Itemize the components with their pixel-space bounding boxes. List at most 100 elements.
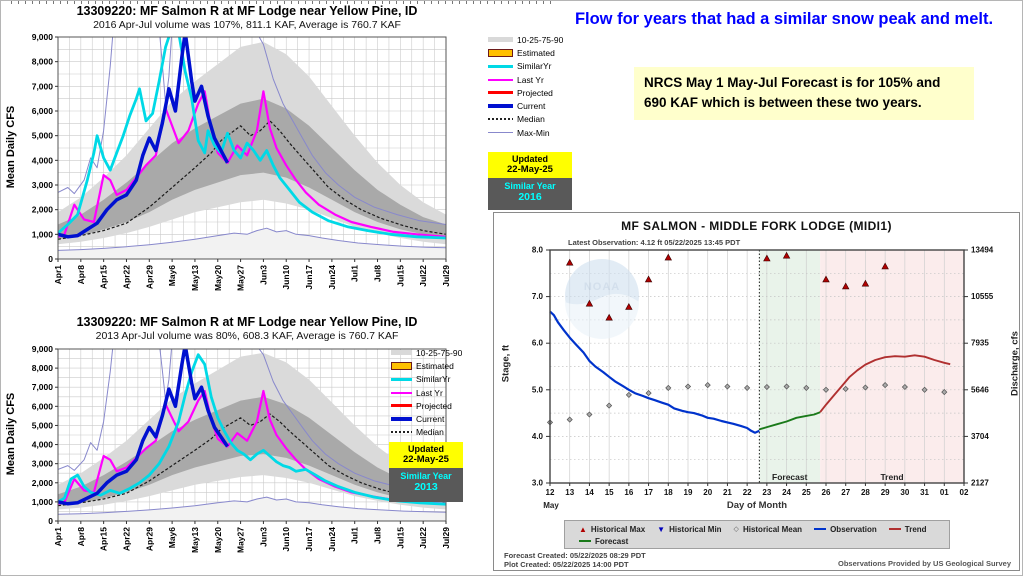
historical-mean-marker (822, 386, 830, 393)
y-tick-label: 4,000 (32, 155, 54, 165)
legend-label: Observation (830, 524, 877, 534)
y-tick-label: 3,000 (32, 459, 54, 469)
day-tick-label: 01 (940, 488, 949, 497)
x-tick-label: Jul29 (441, 527, 451, 549)
x-tick-label: May13 (190, 527, 200, 553)
legend-label: Historical Min (669, 524, 722, 534)
day-tick-label: 25 (802, 488, 811, 497)
forecast-line (759, 411, 821, 431)
updated-label: Updated (512, 154, 548, 164)
legend-item-projected: Projected (488, 86, 563, 99)
flow-chart-2016-title: 13309220: MF Salmon R at MF Lodge near Y… (76, 4, 418, 18)
day-tick-label: 22 (743, 488, 752, 497)
x-tick-label: Jul8 (373, 265, 383, 282)
historical-mean-marker (921, 386, 928, 393)
x-tick-label: Jul22 (418, 265, 428, 287)
day-tick-label: 13 (565, 488, 574, 497)
similar-year-value: 2013 (414, 481, 438, 493)
stage-tick-label: 3.0 (532, 479, 544, 488)
historical-mean-marker (586, 411, 593, 418)
discharge-tick-label: 3704 (971, 432, 989, 441)
median-swatch (391, 431, 412, 434)
noaa-logo-watermark: NOAA (565, 259, 639, 339)
legend-item-estimated: Estimated (488, 46, 563, 59)
plot-area (58, 349, 446, 521)
legend-label: Last Yr (416, 387, 443, 398)
historical-mean-marker (901, 383, 908, 391)
historical-max-marker (664, 253, 672, 261)
x-tick-label: May6 (167, 265, 177, 287)
series-similaryr (58, 37, 446, 240)
legend-item-median: Median (391, 426, 462, 439)
legend-item-similaryr: SimilarYr (488, 60, 563, 73)
series-current (58, 37, 230, 239)
legend-item-forecast: Forecast (579, 535, 628, 547)
last-yr-swatch (488, 78, 513, 81)
historical-max-marker (644, 275, 653, 283)
flow-chart-2016-subtitle: 2016 Apr-Jul volume was 107%, 811.1 KAF,… (93, 19, 401, 31)
historical-mean-marker (566, 416, 573, 423)
historical-mean-marker (684, 383, 692, 390)
x-tick-label: May20 (213, 265, 223, 291)
historical-max-marker (881, 262, 889, 270)
legend-item-similaryr: SimilarYr (391, 373, 462, 386)
historical-max-marker: ▲ (579, 524, 587, 534)
legend-label: Median (517, 114, 545, 125)
day-tick-label: 21 (723, 488, 732, 497)
historical-mean-marker (625, 391, 632, 398)
last-yr-swatch (391, 391, 412, 394)
region-label-forecast: Forecast (772, 472, 808, 482)
legend-item-observation: Observation (814, 523, 877, 535)
historical-mean-marker (763, 383, 770, 391)
similar-year-value: 2016 (518, 191, 542, 203)
day-tick-label: 28 (861, 488, 870, 497)
y-tick-label: 1,000 (32, 229, 54, 239)
historical-mean-marker (704, 382, 711, 389)
legend-item-historical-max: ▲ Historical Max (579, 523, 645, 535)
trend-marker (888, 528, 901, 530)
x-tick-label: Jul8 (373, 527, 383, 544)
discharge-axis-label: Discharge, cfs (1009, 331, 1021, 396)
river-gauge-panel: MF SALMON - MIDDLE FORK LODGE (MIDI1) La… (493, 212, 1021, 571)
legend-label: SimilarYr (517, 61, 552, 72)
day-tick-label: 24 (782, 488, 791, 497)
historical-mean-marker (645, 390, 652, 397)
stage-tick-label: 5.0 (532, 385, 544, 394)
forecast-region (759, 250, 821, 483)
legend-label: Last Yr (517, 74, 544, 85)
x-tick-label: Jun3 (258, 265, 268, 285)
x-tick-label: Apr1 (53, 265, 63, 285)
stage-tick-label: 4.0 (532, 432, 544, 441)
x-tick-label: Apr15 (99, 265, 109, 289)
x-tick-label: Apr8 (76, 265, 86, 285)
projected-swatch (488, 91, 513, 95)
y-tick-label: 4,000 (32, 440, 54, 450)
flow-chart-2013-subtitle: 2013 Apr-Jul volume was 80%, 608.3 KAF, … (95, 330, 399, 342)
x-tick-label: Apr22 (121, 527, 131, 551)
series-current (58, 349, 229, 506)
provider-text: Observations Provided by US Geological S… (838, 559, 1011, 568)
band-25-75 (58, 98, 446, 240)
x-tick-label: Jun24 (327, 527, 337, 552)
legend-label: Forecast (595, 536, 629, 546)
legend-label: Max-Min (517, 127, 550, 138)
legend-label: Estimated (517, 47, 555, 58)
current-swatch (488, 104, 513, 109)
y-tick-label: 5,000 (32, 420, 54, 430)
legend-item-last-yr: Last Yr (488, 73, 563, 86)
flow-chart-2016-y-axis-label: Mean Daily CFS (5, 105, 17, 189)
x-tick-label: Apr29 (144, 265, 154, 289)
x-tick-label: Jun17 (304, 265, 314, 290)
series-median (58, 120, 446, 240)
x-tick-label: May6 (167, 527, 177, 549)
svg-text:NOAA: NOAA (584, 281, 620, 293)
forecast-created-text: Forecast Created: 05/22/2025 08:29 PDT (504, 551, 646, 560)
day-tick-label: 27 (841, 488, 850, 497)
historical-mean-marker: ◇ (733, 526, 739, 533)
similar-year-label: Similar Year (400, 471, 452, 481)
updated-box: Updated 22-May-25 (488, 152, 572, 178)
historical-max-marker (585, 299, 594, 307)
similaryr-swatch (391, 377, 412, 381)
latest-observation-text: Latest Observation: 4.12 ft 05/22/2025 1… (568, 238, 741, 247)
y-tick-label: 0 (48, 254, 53, 264)
